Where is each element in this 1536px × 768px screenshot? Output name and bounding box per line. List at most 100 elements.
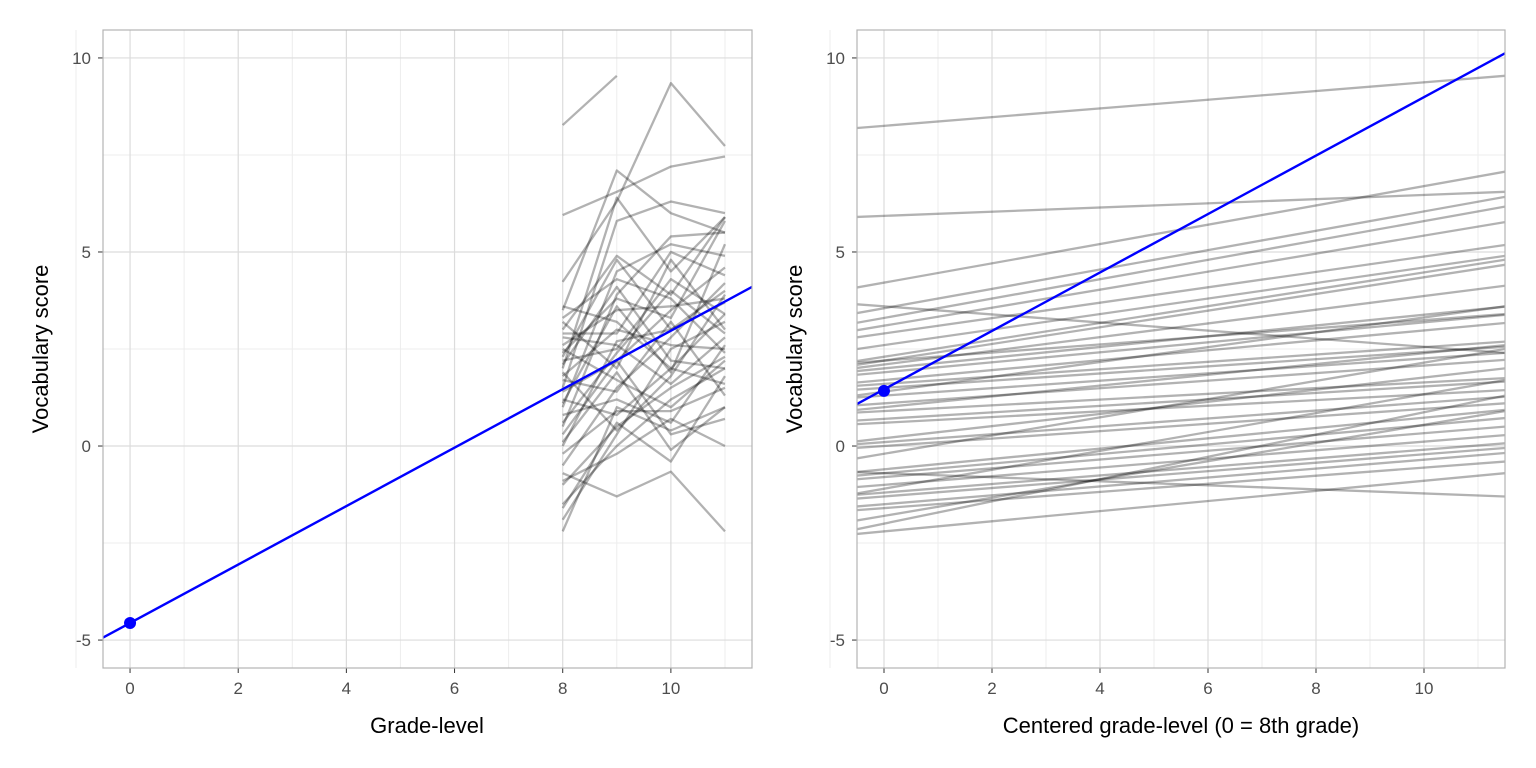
panel-centered-grade-level: 0 2 4 6 8 10 -5 0 5 10 (826, 29, 1506, 698)
intercept-point (878, 384, 890, 397)
subject-trajectory-line (562, 417, 726, 482)
subject-trajectory-line (561, 285, 726, 370)
subject-trajectory-line (561, 320, 726, 521)
y-tick-label: -5 (830, 631, 845, 650)
y-tick-label: -5 (76, 631, 91, 650)
y-axis-title-right: Vocabulary score (782, 265, 807, 434)
subject-fitted-line (857, 258, 1505, 363)
x-tick-label: 10 (1415, 679, 1434, 698)
average-trend-line (857, 52, 1505, 406)
subject-fitted-line (857, 380, 1505, 422)
subject-trajectory-line (561, 289, 726, 424)
subject-fitted-line (857, 313, 1505, 376)
subject-fitted-line (857, 263, 1505, 366)
y-tick-label: 0 (836, 437, 845, 456)
x-tick-label: 2 (233, 679, 242, 698)
subject-trajectory-line (561, 196, 726, 369)
subject-fitted-line (857, 434, 1505, 489)
x-tick-label: 2 (987, 679, 996, 698)
subject-trajectory-line (561, 375, 726, 509)
y-axis-title-left: Vocabulary score (28, 265, 53, 434)
subject-fitted-line (857, 303, 1505, 355)
subject-trajectory-line (561, 258, 726, 370)
y-tick-label: 10 (826, 49, 845, 68)
subject-trajectory-line (561, 231, 726, 428)
subject-fitted-line (857, 243, 1505, 339)
average-trend-line (103, 285, 752, 639)
x-tick-label: 4 (1095, 679, 1104, 698)
subject-trajectory-line (561, 371, 726, 452)
subject-trajectory-line (561, 169, 726, 311)
x-tick-label: 4 (342, 679, 351, 698)
subject-trajectory-line (562, 277, 726, 354)
subject-fitted-line (857, 416, 1505, 477)
subject-trajectory-line (561, 74, 618, 126)
subject-fitted-line (857, 254, 1505, 351)
subject-trajectory-line (561, 258, 726, 358)
subject-fitted-line (857, 446, 1505, 500)
x-axis-title-left: Grade-level (370, 713, 484, 738)
plot-area (103, 74, 752, 639)
subject-trajectory-line (562, 367, 726, 417)
x-tick-label: 8 (558, 679, 567, 698)
subject-fitted-line (857, 425, 1505, 481)
y-tick-label: 5 (836, 243, 845, 262)
subject-fitted-line (857, 220, 1505, 332)
subject-trajectory-line (561, 328, 726, 378)
x-tick-label: 6 (450, 679, 459, 698)
subject-trajectory-line (562, 277, 726, 362)
y-tick-label: 0 (82, 437, 91, 456)
subject-fitted-line (857, 284, 1505, 370)
subject-fitted-line (857, 409, 1505, 522)
subject-fitted-line (857, 345, 1505, 391)
subject-fitted-line (857, 460, 1505, 512)
x-tick-label: 8 (1311, 679, 1320, 698)
subject-fitted-line (857, 471, 1505, 498)
subject-fitted-line (857, 376, 1505, 414)
subject-fitted-line (857, 472, 1505, 536)
y-tick-label: 10 (72, 49, 91, 68)
subject-fitted-line (857, 451, 1505, 508)
subject-fitted-line (857, 312, 1505, 364)
subject-fitted-line (857, 367, 1505, 443)
subject-trajectory-line (561, 367, 726, 506)
subject-fitted-line (857, 195, 1505, 315)
subject-trajectory-line (561, 282, 726, 467)
y-tick-label: 5 (82, 243, 91, 262)
subject-fitted-line (857, 205, 1505, 324)
subject-trajectory-line (562, 320, 726, 397)
subject-trajectory-line (561, 243, 727, 404)
subject-fitted-line (857, 340, 1505, 387)
subject-fitted-line (857, 395, 1505, 446)
subject-fitted-line (857, 408, 1505, 474)
plot-area (857, 52, 1505, 536)
subject-trajectory-line (561, 82, 726, 283)
subject-trajectory-line (561, 386, 726, 455)
subject-fitted-line (857, 347, 1505, 460)
x-tick-label: 6 (1203, 679, 1212, 698)
subject-trajectory-line (562, 155, 726, 217)
subject-fitted-line (857, 442, 1505, 496)
subject-trajectory-line (561, 200, 726, 389)
subject-fitted-line (857, 358, 1505, 407)
subject-fitted-line (857, 321, 1505, 384)
subject-trajectory-line (562, 297, 726, 347)
subject-fitted-line (857, 305, 1505, 397)
subject-fitted-line (857, 402, 1505, 450)
panel-grade-level: 0 2 4 6 8 10 -5 0 5 10 (72, 29, 753, 698)
subject-trajectory-line (561, 243, 726, 408)
subject-trajectory-line (561, 216, 726, 331)
subject-fitted-line (857, 378, 1505, 495)
panel-border (102, 29, 753, 669)
subject-fitted-line (857, 343, 1505, 412)
x-axis-title-right: Centered grade-level (0 = 8th grade) (1003, 713, 1360, 738)
subject-trajectory-line (561, 294, 726, 432)
subject-trajectory-line (562, 344, 726, 424)
subject-trajectory-line (562, 470, 726, 533)
subject-trajectory-line (562, 348, 726, 409)
x-tick-label: 0 (879, 679, 888, 698)
subject-trajectory-line (561, 355, 726, 486)
subject-trajectory-line (562, 336, 726, 386)
x-tick-label: 0 (125, 679, 134, 698)
